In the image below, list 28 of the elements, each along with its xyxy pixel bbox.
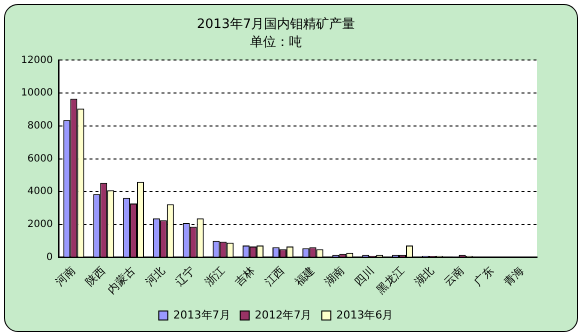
x-tick-label: 河北 <box>142 264 168 289</box>
x-tick-label: 内蒙古 <box>105 264 138 296</box>
x-tick-label: 广东 <box>472 264 496 289</box>
x-tick-label: 四川 <box>352 264 377 289</box>
y-tick-label: 8000 <box>27 120 53 132</box>
x-tick-label: 陕西 <box>83 264 108 289</box>
legend-label: 2013年7月 <box>173 308 230 322</box>
x-tick-label: 湖北 <box>412 264 437 289</box>
legend-label: 2012年7月 <box>254 308 312 322</box>
x-tick-label: 青海 <box>501 264 526 289</box>
chart-subtitle: 单位：吨 <box>250 34 302 50</box>
x-tick-label: 云南 <box>442 264 466 289</box>
x-tick-label: 江西 <box>262 264 288 289</box>
legend-label: 2013年6月 <box>336 308 394 322</box>
y-tick-label: 0 <box>46 252 53 263</box>
x-tick-label: 黑龙江 <box>374 264 407 296</box>
x-tick-label: 湖南 <box>322 264 347 289</box>
x-tick-label: 河南 <box>53 264 78 289</box>
y-tick-label: 6000 <box>27 153 53 164</box>
x-tick-label: 浙江 <box>202 264 228 289</box>
x-tick-label: 吉林 <box>232 264 258 289</box>
y-tick-label: 10000 <box>21 88 53 99</box>
x-tick-label: 辽宁 <box>172 264 198 289</box>
y-tick-label: 4000 <box>27 186 53 198</box>
chart-title: 2013年7月国内钼精矿产量 <box>196 17 356 32</box>
y-tick-label: 12000 <box>21 54 53 66</box>
x-tick-label: 福建 <box>292 264 317 289</box>
y-tick-label: 2000 <box>27 219 53 230</box>
